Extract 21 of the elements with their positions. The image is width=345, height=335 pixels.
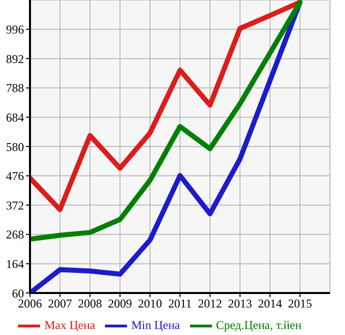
- x-tick-label: 2014: [258, 296, 282, 311]
- x-tick-label: 2007: [48, 296, 72, 311]
- y-tick-label: 580: [6, 140, 24, 154]
- x-tick-label: 2010: [138, 296, 162, 311]
- x-tick-label: 2008: [78, 296, 102, 311]
- y-tick-label: 372: [6, 198, 24, 212]
- x-tick-label: 2009: [108, 296, 132, 311]
- y-tick-label: 996: [6, 22, 24, 37]
- legend-label: Сред.Цена, т.йен: [216, 318, 302, 332]
- y-tick-label: 476: [6, 169, 24, 184]
- x-tick-label: 2013: [228, 296, 252, 311]
- x-tick-label: 2012: [198, 296, 222, 311]
- legend-label: Max Цена: [44, 318, 96, 332]
- y-tick-label: 684: [6, 110, 24, 124]
- y-tick-label: 788: [6, 81, 24, 96]
- x-tick-label: 2015: [288, 296, 312, 311]
- y-tick-label: 164: [6, 256, 24, 271]
- y-tick-label: 892: [6, 52, 24, 66]
- x-tick-label: 2011: [168, 296, 192, 311]
- legend-label: Min Цена: [131, 318, 180, 332]
- y-tick-label: 268: [6, 228, 24, 242]
